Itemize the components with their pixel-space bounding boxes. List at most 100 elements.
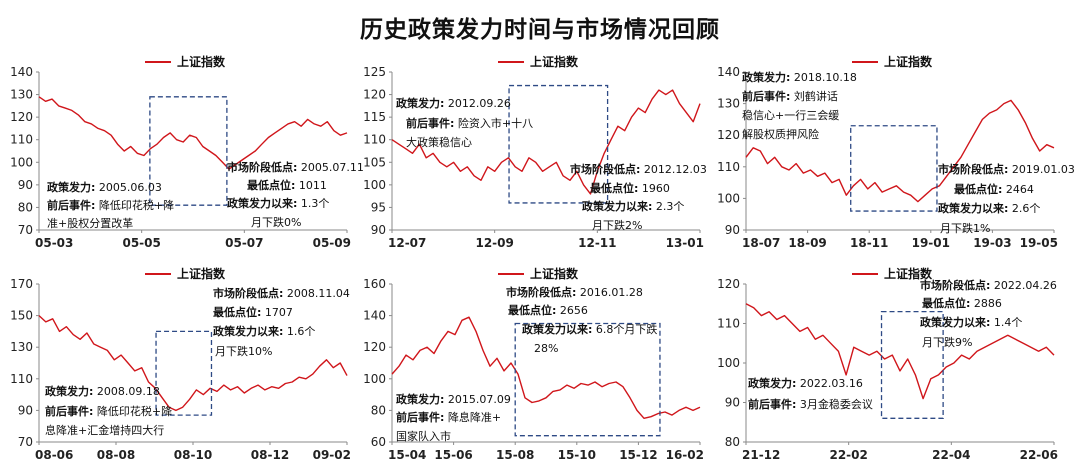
chart-svg: 70 90 110 130 150 170 08-06 08-08 08-10 08-12 09-0…: [10, 266, 351, 462]
series-line: [391, 316, 701, 420]
y-tick-label: 150: [10, 309, 33, 323]
x-tick-label: 18-09: [788, 236, 826, 250]
y-tick-label: 80: [18, 200, 33, 214]
policy-window-box: [508, 84, 609, 204]
y-tick-label: 95: [371, 200, 386, 214]
chart-svg: 80 90 100 110 120 21-12 22-02 22-04 22-06 上证指数: [717, 266, 1058, 462]
annotation-event: 前后事件: 降息降准+: [396, 411, 502, 424]
x-tick-label: 19-01: [912, 236, 950, 250]
chart-panel-2018: 90 100 110 120 130 140 18-07 18-09 18-11 19-01 19-…: [712, 52, 1075, 252]
chart-svg: 90 95 100 105 110 115 120 125 12-07 12-09 12-11 13-…: [363, 54, 704, 250]
x-tick-label: 22-04: [932, 448, 970, 462]
annotation-since-cont: 28%: [534, 342, 559, 355]
policy-window-box: [155, 330, 213, 416]
y-tick-label: 130: [10, 88, 33, 102]
series-line: [38, 315, 348, 412]
legend-label: 上证指数: [530, 266, 579, 281]
x-tick-label: 08-08: [97, 448, 135, 462]
annotation-policy: 政策发力: 2018.10.18: [742, 71, 857, 84]
chart-panel-2022: 80 90 100 110 120 21-12 22-02 22-04 22-06 上证指数 政策…: [712, 264, 1062, 464]
annotation-policy: 政策发力: 2005.06.03: [47, 181, 162, 194]
policy-window-box: [514, 322, 661, 437]
annotation-since: 政策发力以来: 2.6个: [938, 202, 1041, 215]
annotation-since: 政策发力以来: 2.3个: [582, 200, 685, 213]
annotation-low-point: 最低点位: 1707: [213, 306, 293, 319]
y-tick-label: 125: [363, 65, 386, 79]
y-tick-label: 140: [10, 65, 33, 79]
legend-label: 上证指数: [177, 54, 226, 69]
y-tick-label: 170: [10, 277, 33, 291]
annotation-since-cont: 月下跌0%: [251, 216, 302, 229]
annotation-low-point: 最低点位: 2464: [954, 183, 1034, 196]
annotation-since: 政策发力以来: 1.4个: [920, 316, 1023, 329]
y-tick-label: 90: [725, 223, 740, 237]
x-tick-label: 12-07: [388, 236, 426, 250]
x-tick-label: 08-06: [35, 448, 73, 462]
annotation-policy: 政策发力: 2015.07.09: [396, 393, 511, 406]
annotation-policy: 政策发力: 2008.09.18: [45, 385, 160, 398]
chart-panel-2015: 60 80 100 120 140 160 15-04 15-06 15-08 15-10 15-1…: [358, 264, 708, 464]
y-tick-label: 140: [717, 65, 740, 79]
y-tick-label: 130: [10, 340, 33, 354]
annotation-event: 前后事件: 降低印花税+降: [47, 199, 175, 212]
annotation-policy: 政策发力: 2012.09.26: [396, 97, 511, 110]
x-tick-label: 15-12: [619, 448, 657, 462]
annotation-since: 政策发力以来: 6.8个月下跌: [522, 323, 658, 336]
x-tick-label: 19-05: [1020, 236, 1058, 250]
annotation-low-point: 最低点位: 1960: [590, 182, 670, 195]
y-tick-label: 80: [725, 435, 740, 449]
x-tick-label: 05-03: [35, 236, 73, 250]
policy-window-box: [149, 96, 228, 206]
annotation-low-date: 市场阶段低点: 2008.11.04: [213, 287, 350, 300]
legend-label: 上证指数: [530, 54, 579, 69]
series-line: [38, 96, 348, 170]
y-tick-label: 100: [717, 356, 740, 370]
x-tick-label: 05-07: [225, 236, 263, 250]
annotation-since: 政策发力以来: 1.3个: [227, 197, 330, 210]
y-tick-label: 110: [717, 317, 740, 331]
chart-svg: 90 100 110 120 130 140 18-07 18-09 18-11 19-01 19-…: [717, 54, 1058, 250]
x-tick-label: 15-04: [388, 448, 426, 462]
x-tick-label: 15-08: [496, 448, 534, 462]
annotation-event: 前后事件: 刘鹤讲话: [742, 90, 838, 103]
annotation-low-point: 最低点位: 2656: [508, 304, 588, 317]
annotation-since: 政策发力以来: 1.6个: [213, 325, 316, 338]
annotation-event: 前后事件: 险资入市+十八: [406, 117, 534, 130]
annotation-event-cont: 息降准+汇金增持四大行: [45, 424, 165, 437]
y-tick-label: 120: [717, 277, 740, 291]
policy-window-box: [850, 125, 938, 212]
y-tick-label: 120: [363, 88, 386, 102]
x-tick-label: 16-02: [666, 448, 704, 462]
legend-label: 上证指数: [884, 54, 933, 69]
y-tick-label: 100: [363, 178, 386, 192]
annotation-since-cont: 月下跌1%: [940, 222, 991, 235]
series-line: [745, 303, 1055, 400]
y-tick-label: 100: [717, 191, 740, 205]
annotation-event-cont: 国家队入市: [396, 430, 451, 443]
series-line: [745, 99, 1055, 203]
legend-label: 上证指数: [177, 266, 226, 281]
y-tick-label: 120: [363, 340, 386, 354]
x-tick-label: 21-12: [742, 448, 780, 462]
x-tick-label: 18-11: [850, 236, 888, 250]
annotation-policy: 政策发力: 2022.03.16: [748, 377, 863, 390]
chart-svg: 70 80 90 100 110 120 130 140 05-03 05-05 05-07 05-0…: [10, 54, 351, 250]
x-tick-label: 08-10: [174, 448, 212, 462]
x-tick-label: 19-03: [973, 236, 1011, 250]
x-tick-label: 09-02: [313, 448, 351, 462]
y-tick-label: 120: [717, 128, 740, 142]
annotation-low-date: 市场阶段低点: 2016.01.28: [506, 286, 643, 299]
annotation-event-cont: 大政策稳信心: [406, 136, 472, 149]
y-tick-label: 80: [371, 403, 386, 417]
y-tick-label: 120: [10, 110, 33, 124]
y-tick-label: 90: [18, 403, 33, 417]
y-tick-label: 110: [10, 372, 33, 386]
y-tick-label: 130: [717, 97, 740, 111]
annotation-event-cont: 准+股权分置改革: [47, 217, 134, 230]
series-line: [391, 89, 701, 195]
annotation-event-cont2: 解股权质押风险: [742, 128, 819, 141]
y-tick-label: 70: [18, 435, 33, 449]
legend-label: 上证指数: [884, 266, 933, 281]
x-tick-label: 22-06: [1020, 448, 1058, 462]
annotation-low-date: 市场阶段低点: 2022.04.26: [920, 279, 1057, 292]
